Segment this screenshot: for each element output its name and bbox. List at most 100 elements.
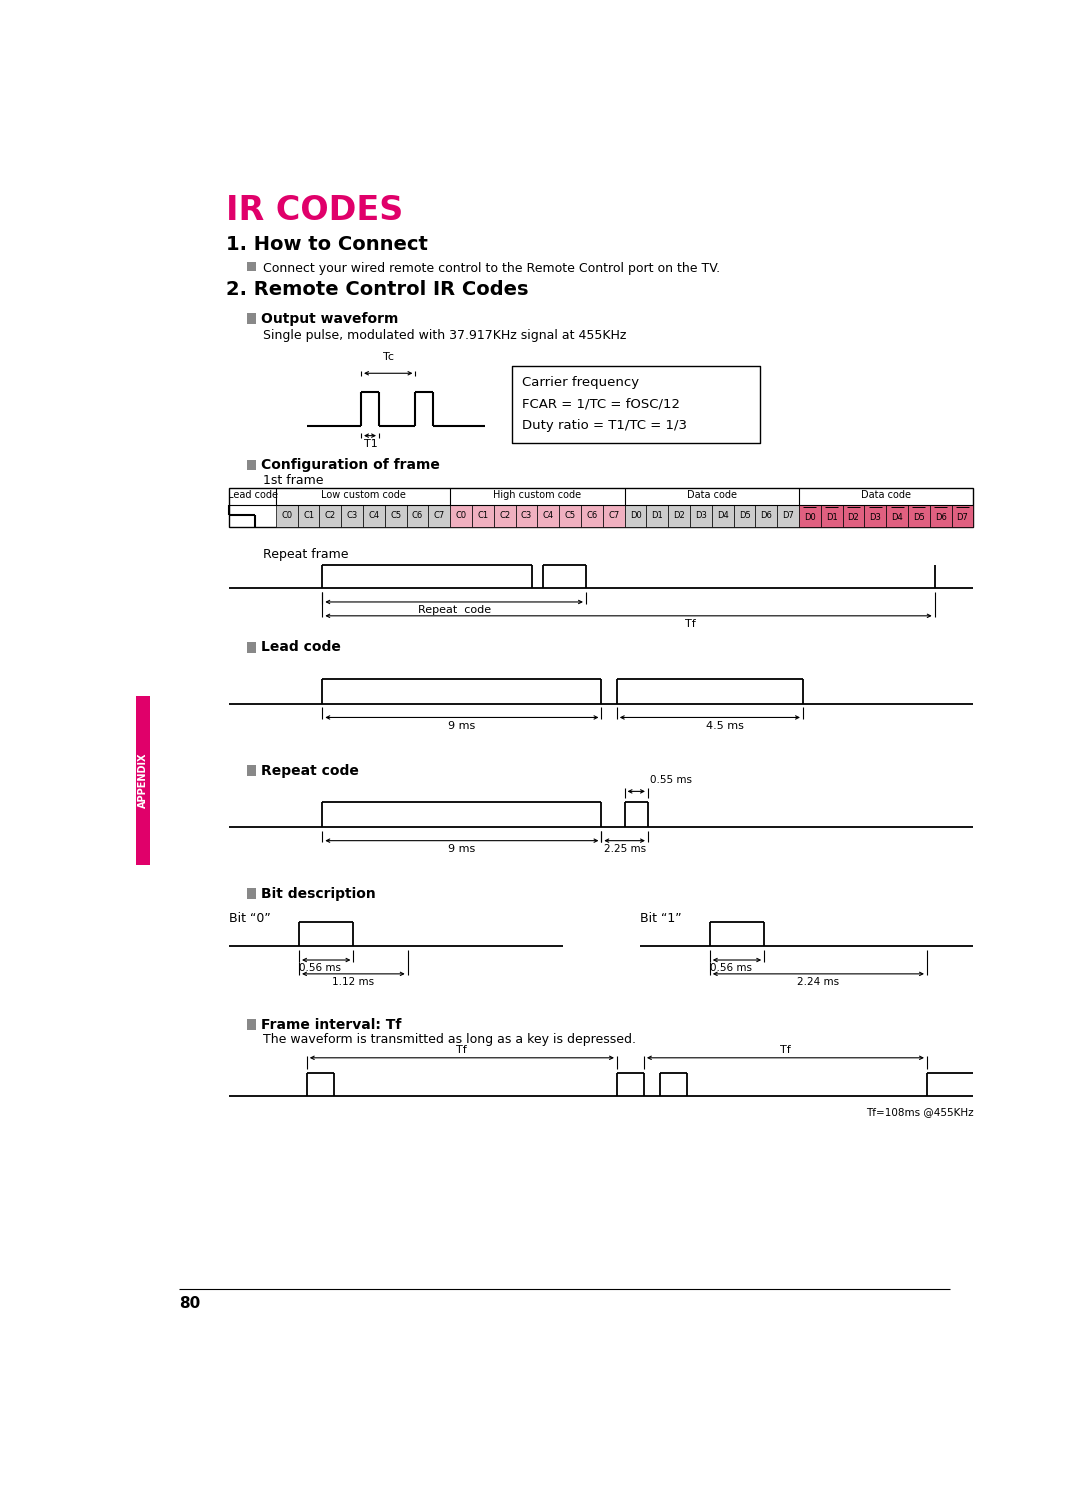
Text: Lead code: Lead code <box>228 490 277 501</box>
Text: C2: C2 <box>325 512 336 520</box>
Text: 4.5 ms: 4.5 ms <box>707 720 744 730</box>
Text: D0: D0 <box>804 513 816 522</box>
Text: The waveform is transmitted as long as a key is depressed.: The waveform is transmitted as long as a… <box>263 1034 636 1046</box>
Bar <box>625 506 647 526</box>
Bar <box>560 506 582 526</box>
Bar <box>276 506 298 526</box>
Bar <box>363 506 385 526</box>
Text: Bit “0”: Bit “0” <box>229 912 272 924</box>
Text: C1: C1 <box>303 512 314 520</box>
Bar <box>668 506 690 526</box>
Text: D4: D4 <box>717 512 729 520</box>
Bar <box>248 888 255 898</box>
Text: D2: D2 <box>673 512 685 520</box>
Bar <box>341 506 363 526</box>
Bar <box>711 506 733 526</box>
Text: 9 ms: 9 ms <box>448 843 476 854</box>
Text: 1.12 ms: 1.12 ms <box>333 976 374 987</box>
Bar <box>951 506 973 526</box>
Bar <box>248 459 255 471</box>
Text: 0.55 ms: 0.55 ms <box>650 776 692 784</box>
Bar <box>886 506 908 526</box>
Bar <box>755 506 777 526</box>
Text: C4: C4 <box>369 512 380 520</box>
Bar <box>248 1020 255 1031</box>
Text: D6: D6 <box>935 513 947 522</box>
Text: Configuration of frame: Configuration of frame <box>261 458 440 472</box>
Text: Duty ratio = T1/TC = 1/3: Duty ratio = T1/TC = 1/3 <box>521 419 686 432</box>
Bar <box>229 488 973 526</box>
Text: C3: C3 <box>520 512 532 520</box>
Text: APPENDIX: APPENDIX <box>139 753 148 808</box>
Text: Lead code: Lead code <box>261 640 341 654</box>
Bar <box>930 506 951 526</box>
Text: C7: C7 <box>434 512 445 520</box>
Text: C6: C6 <box>412 512 423 520</box>
Text: Tf: Tf <box>685 620 696 628</box>
Bar <box>320 506 341 526</box>
Text: Carrier frequency: Carrier frequency <box>521 375 638 388</box>
Text: D0: D0 <box>630 512 642 520</box>
Text: Tf: Tf <box>780 1044 790 1054</box>
Text: D3: D3 <box>695 512 707 520</box>
Text: C7: C7 <box>608 512 620 520</box>
Bar <box>472 506 494 526</box>
Text: 2.24 ms: 2.24 ms <box>798 976 839 987</box>
Text: Low custom code: Low custom code <box>321 490 406 501</box>
Text: Output waveform: Output waveform <box>261 312 398 326</box>
Text: Repeat  code: Repeat code <box>418 604 491 615</box>
Text: Bit “1”: Bit “1” <box>640 912 682 924</box>
Text: Repeat frame: Repeat frame <box>263 548 348 561</box>
Bar <box>647 506 668 526</box>
Text: 1. How to Connect: 1. How to Connect <box>226 236 428 255</box>
Bar <box>248 262 255 272</box>
Bar <box>136 696 151 865</box>
Bar <box>248 642 255 652</box>
Text: 1st frame: 1st frame <box>263 474 323 488</box>
Bar <box>538 506 560 526</box>
Text: Single pulse, modulated with 37.917KHz signal at 455KHz: Single pulse, modulated with 37.917KHz s… <box>263 328 626 342</box>
Text: C0: C0 <box>281 512 292 520</box>
Text: T1: T1 <box>364 438 379 448</box>
Text: 2.25 ms: 2.25 ms <box>603 843 646 854</box>
Text: D5: D5 <box>913 513 925 522</box>
Text: D4: D4 <box>891 513 903 522</box>
Bar <box>864 506 886 526</box>
Bar <box>820 506 842 526</box>
Text: D1: D1 <box>826 513 838 522</box>
Bar <box>908 506 930 526</box>
Text: Connect your wired remote control to the Remote Control port on the TV.: Connect your wired remote control to the… <box>263 261 720 274</box>
Bar <box>842 506 864 526</box>
Text: 0.56 ms: 0.56 ms <box>299 963 341 974</box>
Bar <box>799 506 820 526</box>
Bar <box>777 506 799 526</box>
Bar <box>733 506 755 526</box>
Bar <box>385 506 407 526</box>
Text: Tc: Tc <box>383 352 394 363</box>
Text: C5: C5 <box>564 512 576 520</box>
Bar <box>407 506 429 526</box>
Bar <box>248 765 255 776</box>
Bar <box>516 506 538 526</box>
Bar <box>582 506 603 526</box>
Text: 80: 80 <box>179 1296 201 1311</box>
Bar <box>513 366 760 444</box>
Text: FCAR = 1/TC = fOSC/12: FCAR = 1/TC = fOSC/12 <box>521 398 680 410</box>
Text: 2. Remote Control IR Codes: 2. Remote Control IR Codes <box>226 280 528 298</box>
Text: D3: D3 <box>870 513 882 522</box>
Text: High custom code: High custom code <box>493 490 582 501</box>
Text: C1: C1 <box>478 512 489 520</box>
Text: C5: C5 <box>391 512 401 520</box>
Text: 0.56 ms: 0.56 ms <box>710 963 752 974</box>
Text: D7: D7 <box>782 512 794 520</box>
Text: 9 ms: 9 ms <box>448 720 476 730</box>
Bar <box>248 314 255 324</box>
Bar <box>603 506 625 526</box>
Text: D6: D6 <box>760 512 772 520</box>
Text: C4: C4 <box>543 512 554 520</box>
Text: C6: C6 <box>586 512 598 520</box>
Text: Frame interval: Tf: Frame interval: Tf <box>261 1017 401 1032</box>
Text: Data code: Data code <box>861 490 911 501</box>
Text: C0: C0 <box>456 512 467 520</box>
Text: D5: D5 <box>739 512 751 520</box>
